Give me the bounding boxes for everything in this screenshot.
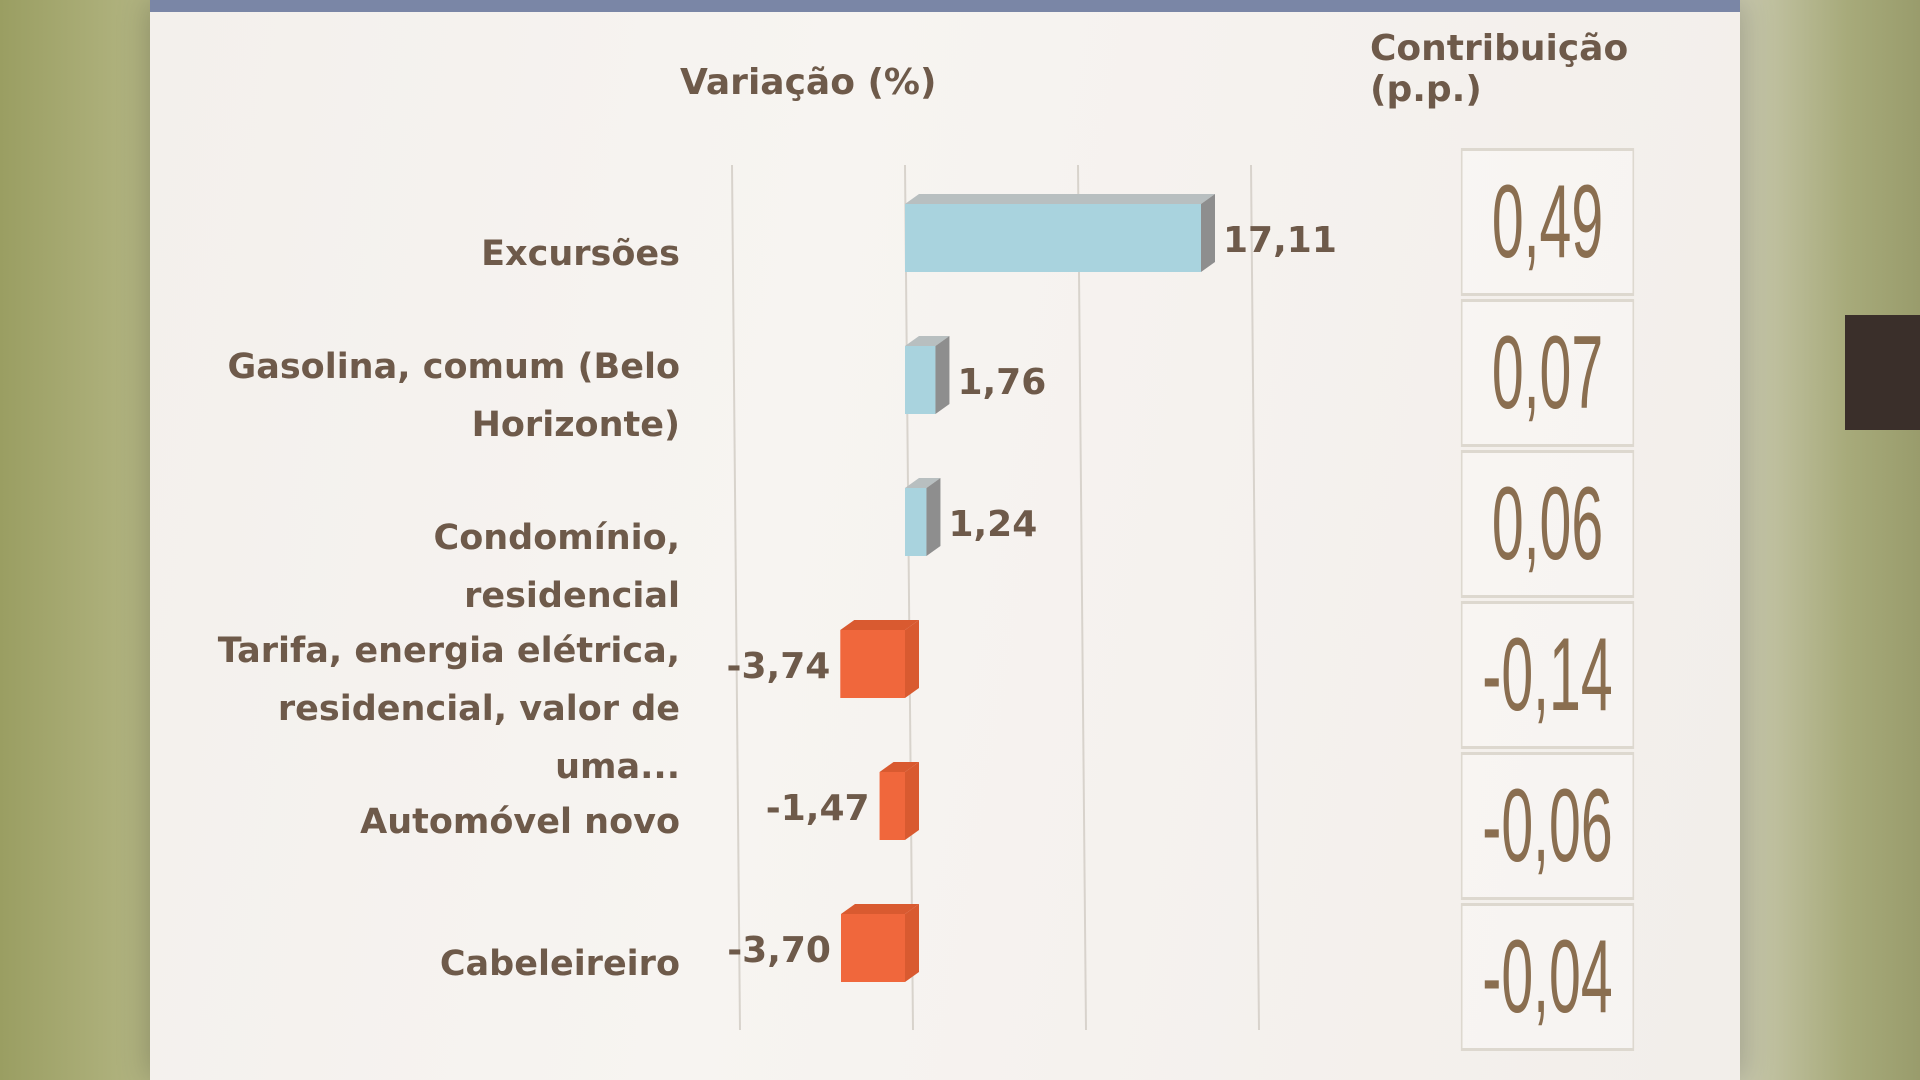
screen-top-bar xyxy=(150,0,1740,12)
data-label: 1,76 xyxy=(957,362,1046,403)
contribution-value: -0,06 xyxy=(1460,752,1635,900)
bar-chart: 17,11 1,76 1,24 -3,74 -1,47 -3,70 xyxy=(727,164,1337,1031)
background-panel-right xyxy=(1845,315,1920,430)
bar xyxy=(840,904,919,982)
bar-front xyxy=(905,488,927,556)
background-wall-right xyxy=(1740,0,1920,1080)
category-label: Cabeleireiro xyxy=(439,944,680,984)
contribuicao-header: Contribuição (p.p.) xyxy=(1370,28,1629,110)
category-label: Tarifa, energia elétrica, residencial, v… xyxy=(217,631,680,787)
category-label: Automóvel novo xyxy=(360,802,680,842)
bar-front xyxy=(905,346,936,414)
contribution-value: 0,49 xyxy=(1460,148,1635,296)
bar-top xyxy=(905,478,941,488)
category-label: Condomínio, residencial xyxy=(433,518,680,616)
bar-side xyxy=(935,336,950,414)
contribution-table: 0,49 0,07 0,06 -0,14 -0,06 -0,04 xyxy=(1390,148,1705,1054)
data-label: 1,24 xyxy=(948,504,1037,545)
data-label: -1,47 xyxy=(766,788,870,829)
bar xyxy=(905,478,941,556)
category-label: Gasolina, comum (Belo Horizonte) xyxy=(227,347,680,445)
gridline xyxy=(1250,164,1260,1031)
bar xyxy=(879,762,919,840)
bar-side xyxy=(905,620,919,698)
bar-top xyxy=(879,762,919,772)
projection-screen: Variação (%) Contribuição (p.p.) 17,11 1,… xyxy=(150,0,1740,1080)
bar-front xyxy=(905,204,1202,272)
gridline xyxy=(904,164,914,1031)
background-wall-left xyxy=(0,0,160,1080)
bar-top xyxy=(840,904,919,914)
bar-front xyxy=(840,914,905,982)
bar-side xyxy=(1201,194,1216,272)
gridline xyxy=(731,164,741,1031)
gridline xyxy=(1077,164,1087,1031)
contribution-value: 0,07 xyxy=(1460,299,1635,447)
bar xyxy=(905,336,950,414)
data-label: -3,70 xyxy=(727,930,831,971)
category-label: Excursões xyxy=(481,234,680,274)
bar-side xyxy=(926,478,941,556)
contribution-value: -0,04 xyxy=(1460,903,1635,1051)
contribution-value: 0,06 xyxy=(1460,450,1635,598)
variacao-header: Variação (%) xyxy=(680,62,937,103)
data-label: 17,11 xyxy=(1223,220,1337,261)
bar-front xyxy=(840,630,905,698)
bar-front xyxy=(879,772,905,840)
bar xyxy=(905,194,1216,272)
bar-side xyxy=(905,762,919,840)
bar-top xyxy=(840,620,919,630)
bar-top xyxy=(905,194,1216,204)
data-label: -3,74 xyxy=(727,646,831,687)
contribution-value: -0,14 xyxy=(1460,601,1635,749)
bar xyxy=(840,620,919,698)
bar-top xyxy=(905,336,950,346)
bar-side xyxy=(905,904,919,982)
